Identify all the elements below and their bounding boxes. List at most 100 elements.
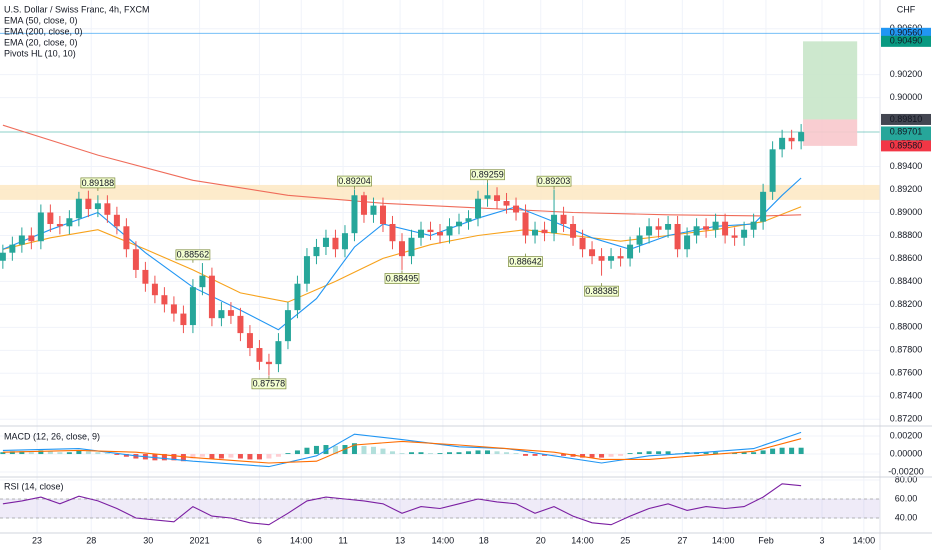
- legend-entry: EMA (200, close, 0): [4, 26, 83, 36]
- candle-body: [94, 203, 101, 210]
- macd-histogram-bar: [275, 454, 281, 457]
- candle-body: [351, 195, 358, 234]
- candle-body: [589, 249, 596, 257]
- x-tick-label: 14:00: [712, 535, 735, 545]
- candle-body: [398, 241, 405, 257]
- candle-body: [66, 218, 73, 227]
- macd-histogram-bar: [313, 445, 319, 455]
- macd-histogram-bar: [456, 452, 462, 455]
- chart-title: U.S. Dollar / Swiss Franc, 4h, FXCM: [4, 4, 150, 14]
- candle-body: [75, 198, 82, 219]
- macd-histogram-bar: [161, 454, 167, 461]
- macd-histogram-bar: [589, 454, 595, 458]
- y-tick-label: 0.00000: [890, 448, 923, 458]
- macd-histogram-bar: [608, 454, 614, 457]
- macd-histogram-bar: [580, 454, 586, 458]
- macd-histogram-bar: [266, 454, 272, 459]
- y-tick-label: 60.00: [895, 493, 918, 503]
- candle-body: [85, 198, 92, 210]
- x-tick-label: 20: [536, 535, 546, 545]
- candle-body: [218, 310, 225, 319]
- candle-body: [256, 348, 263, 362]
- candle-body: [294, 283, 301, 311]
- macd-histogram-bar: [532, 454, 538, 456]
- macd-histogram-bar: [209, 454, 215, 459]
- candle-body: [132, 249, 139, 270]
- y-tick-label: 0.89400: [890, 161, 923, 171]
- x-tick-label: 18: [479, 535, 489, 545]
- macd-histogram-bar: [485, 450, 491, 455]
- macd-histogram-bar: [95, 452, 101, 455]
- candle-body: [180, 313, 187, 326]
- candle-body: [227, 310, 234, 316]
- macd-histogram-bar: [0, 452, 6, 455]
- macd-histogram-bar: [218, 454, 224, 459]
- candle-body: [303, 256, 310, 284]
- pivot-box: [251, 378, 287, 390]
- candle-body: [446, 226, 453, 236]
- candle-body: [208, 275, 215, 319]
- candle-body: [655, 226, 662, 230]
- candle-body: [437, 232, 443, 236]
- candle-body: [0, 252, 6, 261]
- candle-body: [598, 256, 605, 261]
- pivot-box: [175, 249, 211, 261]
- macd-histogram-bar: [504, 452, 510, 455]
- price-marker-label: 0.90490: [890, 36, 923, 46]
- macd-histogram-bar: [513, 453, 519, 455]
- candle-body: [484, 195, 491, 199]
- y-tick-label: 0.89200: [890, 184, 923, 194]
- macd-histogram-bar: [627, 453, 633, 455]
- candle-body: [18, 235, 25, 245]
- price-marker: [881, 27, 931, 39]
- pivot-label: 0.89203: [538, 176, 571, 186]
- candle-body: [389, 223, 396, 242]
- candle-body: [760, 191, 767, 222]
- price-marker-label: 0.89810: [890, 114, 923, 124]
- macd-histogram-bar: [732, 453, 738, 455]
- pivot-label: 0.88385: [585, 286, 618, 296]
- pivot-label: 0.89188: [82, 178, 115, 188]
- macd-histogram-bar: [542, 454, 548, 456]
- y-tick-label: 0.90200: [890, 69, 923, 79]
- candle-body: [170, 304, 177, 314]
- price-marker: [881, 113, 931, 125]
- y-tick-label: 0.89000: [890, 207, 923, 217]
- currency-label: CHF: [897, 4, 916, 14]
- pivot-box: [384, 273, 420, 284]
- macd-histogram-bar: [19, 451, 25, 455]
- stop-zone: [803, 119, 858, 146]
- macd-histogram-bar: [447, 452, 453, 455]
- candle-body: [104, 203, 111, 215]
- macd-histogram-bar: [380, 448, 386, 455]
- candle-body: [123, 226, 130, 250]
- macd-histogram-bar: [656, 451, 662, 455]
- price-marker-label: 0.89701: [890, 126, 923, 136]
- candle-body: [532, 229, 539, 236]
- candle-body: [665, 223, 672, 230]
- candle-body: [37, 212, 44, 242]
- macd-histogram-bar: [180, 454, 186, 462]
- x-tick-label: 11: [338, 535, 347, 545]
- candle-body: [627, 244, 634, 259]
- candle-body: [541, 229, 548, 234]
- candle-body: [9, 244, 16, 253]
- macd-histogram-bar: [85, 451, 91, 455]
- pivot-box: [584, 285, 619, 297]
- candle-body: [456, 221, 463, 227]
- macd-histogram-bar: [437, 453, 443, 455]
- macd-histogram-bar: [323, 445, 329, 455]
- candle-body: [475, 198, 482, 219]
- candle-body: [750, 221, 757, 230]
- candle-body: [684, 235, 691, 250]
- x-tick-label: 14:00: [853, 535, 876, 545]
- x-tick-label: 13: [395, 535, 405, 545]
- candle-body: [674, 223, 681, 250]
- macd-histogram-bar: [760, 450, 766, 455]
- target-zone: [803, 41, 858, 120]
- x-tick-label: Feb: [758, 535, 774, 545]
- macd-histogram-bar: [190, 454, 196, 459]
- legend-entry: Pivots HL (10, 10): [4, 48, 76, 58]
